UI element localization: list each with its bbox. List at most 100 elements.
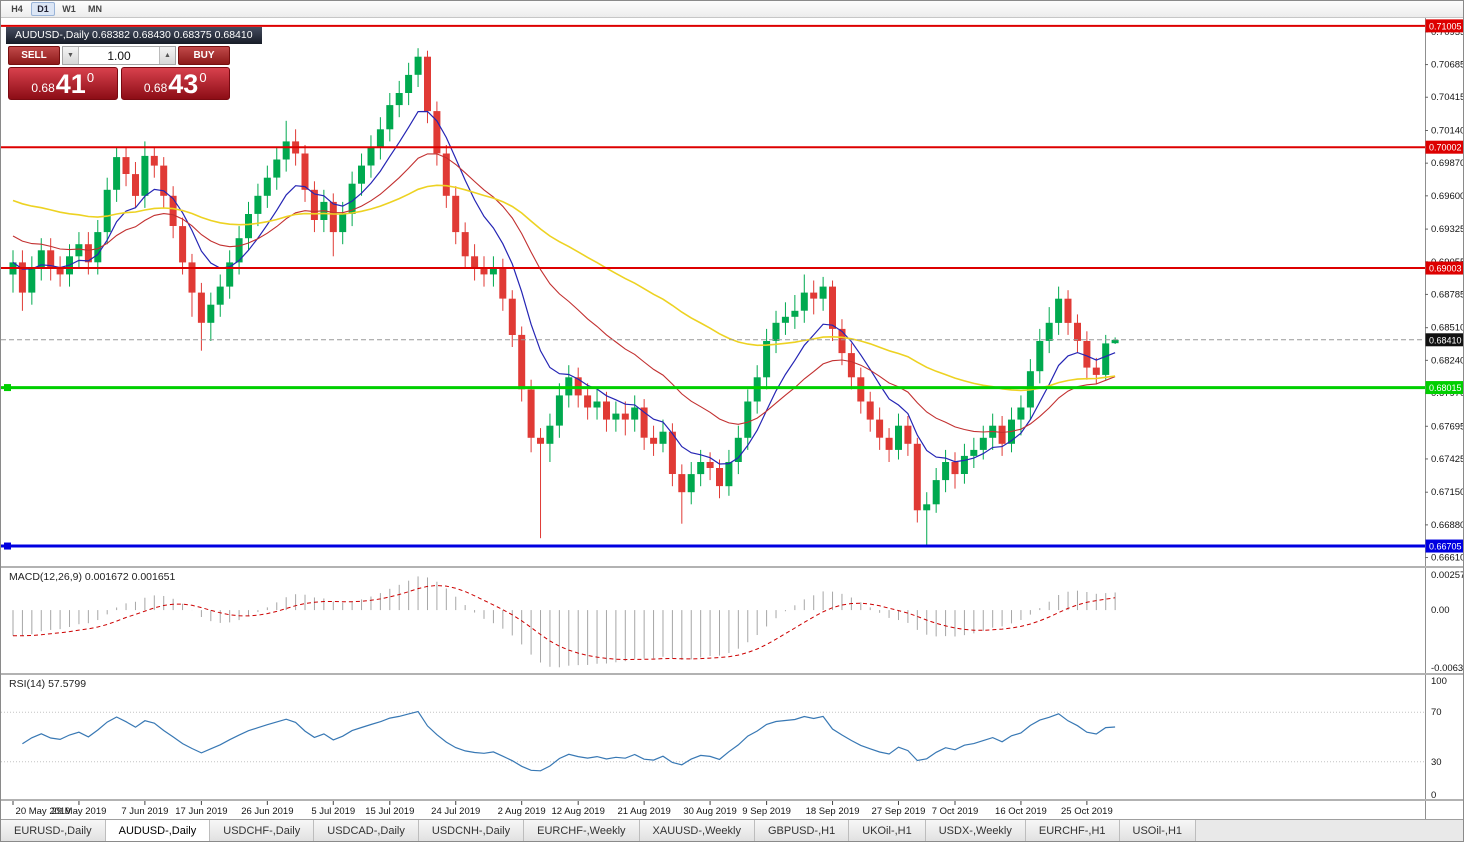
chart-tab-USOil-H1[interactable]: USOil-,H1 (1119, 820, 1197, 841)
time-axis-label: 16 Oct 2019 (995, 806, 1047, 817)
time-axis-label: 9 Sep 2019 (742, 806, 791, 817)
volume-stepper: ▼ ▲ (62, 46, 176, 65)
buy-price-big-digits: 43 (168, 68, 199, 99)
level-price-badge-label: 0.68015 (1429, 383, 1462, 393)
timeframe-toolbar: H4 D1 W1 MN (1, 1, 1463, 18)
level-price-badge (1425, 381, 1463, 395)
buy-price-display[interactable]: 0.68 43 0 (120, 67, 230, 100)
price-tick-label: 0.70955 (1431, 27, 1464, 38)
buy-price-pip-digit: 0 (199, 70, 207, 85)
price-tick-label: 0.67695 (1431, 421, 1464, 432)
price-tick-label: 0.70685 (1431, 60, 1464, 71)
panel-separator[interactable] (1, 799, 1464, 801)
time-axis-label: 12 Aug 2019 (552, 806, 605, 817)
macd-scale-top: 0.002574 (1431, 570, 1464, 581)
rsi-label: RSI(14) 57.5799 (9, 678, 86, 690)
chart-tab-EURUSD-Daily[interactable]: EURUSD-,Daily (1, 820, 106, 841)
timeframe-button-H4[interactable]: H4 (5, 2, 29, 16)
level-line-handle[interactable] (4, 542, 11, 550)
rsi-scale-label: 30 (1431, 757, 1442, 768)
price-tick-label: 0.69325 (1431, 224, 1464, 235)
time-axis-label: 21 Aug 2019 (617, 806, 670, 817)
price-tick-label: 0.68785 (1431, 289, 1464, 300)
timeframe-button-D1[interactable]: D1 (31, 2, 55, 16)
time-axis-label: 17 Jun 2019 (175, 806, 227, 817)
level-price-badge-label: 0.66705 (1429, 542, 1462, 552)
volume-decrease-icon[interactable]: ▼ (63, 47, 79, 64)
one-click-trading-panel: SELL ▼ ▲ BUY 0.68 41 0 0.68 43 0 (8, 46, 230, 100)
time-axis-label: 2 Aug 2019 (498, 806, 546, 817)
chart-ohlc-title: AUDUSD-,Daily 0.68382 0.68430 0.68375 0.… (6, 27, 262, 44)
time-axis-label: 27 Sep 2019 (872, 806, 926, 817)
time-axis-label: 29 May 2019 (51, 806, 106, 817)
chart-tab-EURCHF-Weekly[interactable]: EURCHF-,Weekly (524, 820, 640, 841)
chart-tab-XAUUSD-Weekly[interactable]: XAUUSD-,Weekly (639, 820, 755, 841)
chart-tab-USDCAD-Daily[interactable]: USDCAD-,Daily (314, 820, 419, 841)
chart-tab-GBPUSD-H1[interactable]: GBPUSD-,H1 (754, 820, 850, 841)
time-axis-label: 5 Jul 2019 (311, 806, 355, 817)
chart-tab-UKOil-H1[interactable]: UKOil-,H1 (849, 820, 926, 841)
level-price-badge (1425, 539, 1463, 553)
ma-fast-line (12, 110, 1116, 465)
level-line-handle[interactable] (4, 384, 11, 392)
level-price-badge (1425, 19, 1463, 33)
time-axis-label: 7 Jun 2019 (121, 806, 168, 817)
rsi-line (22, 710, 1116, 772)
chart-tab-USDCHF-Daily[interactable]: USDCHF-,Daily (210, 820, 315, 841)
sell-price-pip-digit: 0 (86, 70, 95, 85)
time-axis-label: 26 Jun 2019 (241, 806, 293, 817)
price-tick-label: 0.70140 (1431, 126, 1464, 137)
ma-medium-line (12, 153, 1116, 434)
price-tick-label: 0.66610 (1431, 553, 1464, 564)
time-axis-label: 18 Sep 2019 (806, 806, 860, 817)
macd-signal-line (13, 584, 1116, 661)
price-tick-label: 0.67425 (1431, 454, 1464, 465)
sell-button[interactable]: SELL (8, 46, 60, 65)
time-axis-label: 20 May 2019 (16, 806, 71, 817)
buy-button[interactable]: BUY (178, 46, 230, 65)
current-price-badge (1425, 333, 1463, 347)
price-tick-label: 0.69870 (1431, 158, 1464, 169)
volume-increase-icon[interactable]: ▲ (159, 47, 175, 64)
time-axis-label: 24 Jul 2019 (431, 806, 480, 817)
macd-label: MACD(12,26,9) 0.001672 0.001651 (9, 571, 176, 583)
price-tick-label: 0.70415 (1431, 92, 1464, 103)
panel-separator[interactable] (1, 673, 1464, 675)
chart-tab-EURCHF-H1[interactable]: EURCHF-,H1 (1025, 820, 1120, 841)
macd-histogram (12, 576, 1116, 668)
chart-tab-AUDUSD-Daily[interactable]: AUDUSD-,Daily (105, 820, 211, 841)
buy-price-prefix: 0.68 (143, 81, 168, 95)
level-price-badge-label: 0.69003 (1429, 264, 1462, 274)
chart-tab-USDCNH-Daily[interactable]: USDCNH-,Daily (418, 820, 525, 841)
timeframe-button-W1[interactable]: W1 (57, 2, 81, 16)
time-axis-label: 15 Jul 2019 (365, 806, 414, 817)
chart-tab-USDX-Weekly[interactable]: USDX-,Weekly (925, 820, 1026, 841)
price-tick-label: 0.69600 (1431, 191, 1464, 202)
price-scale[interactable] (1425, 18, 1464, 819)
price-tick-label: 0.66880 (1431, 520, 1464, 531)
sell-price-big-digits: 41 (55, 68, 86, 99)
time-axis-label: 30 Aug 2019 (683, 806, 736, 817)
timeframe-button-MN[interactable]: MN (83, 2, 107, 16)
price-tick-label: 0.67150 (1431, 487, 1464, 498)
time-axis-label: 7 Oct 2019 (932, 806, 978, 817)
current-price-badge-label: 0.68410 (1429, 335, 1462, 345)
chart-tab-bar: EURUSD-,Daily AUDUSD-,Daily USDCHF-,Daily U… (1, 819, 1463, 841)
panel-separator[interactable] (1, 566, 1464, 568)
price-tick-label: 0.68510 (1431, 323, 1464, 334)
sell-price-prefix: 0.68 (31, 81, 55, 95)
sell-price-display[interactable]: 0.68 41 0 (8, 67, 118, 100)
rsi-scale-label: 100 (1431, 676, 1447, 687)
rsi-scale-label: 0 (1431, 790, 1436, 801)
time-axis-label: 25 Oct 2019 (1061, 806, 1113, 817)
price-tick-label: 0.68240 (1431, 355, 1464, 366)
level-price-badge-label: 0.70002 (1429, 143, 1462, 153)
ma-slow-line (12, 184, 1116, 392)
volume-input[interactable] (79, 47, 159, 64)
level-price-badge (1425, 261, 1463, 275)
level-price-badge (1425, 140, 1463, 154)
rsi-scale-label: 70 (1431, 707, 1442, 718)
